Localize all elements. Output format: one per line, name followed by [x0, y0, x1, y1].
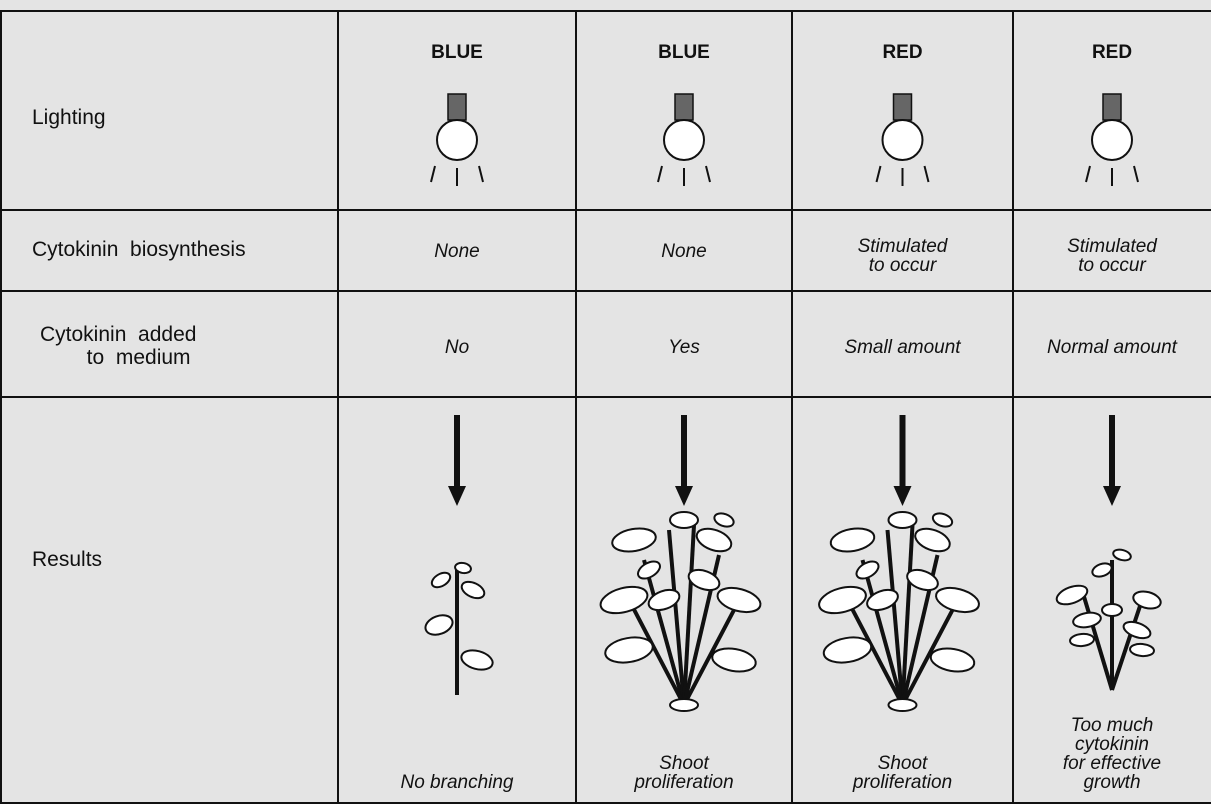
row-label: Cytokinin biosynthesis [32, 238, 246, 261]
row-label: Cytokinin added to medium [40, 323, 197, 369]
bulb-base [447, 93, 467, 121]
result-caption: No branching [400, 772, 514, 793]
medium-cell: No [444, 337, 470, 358]
light-color: RED [1091, 42, 1133, 63]
arrow-head [1103, 486, 1121, 506]
light-ray [430, 165, 436, 183]
result-caption: Too much cytokinin for effective growth [1062, 715, 1162, 793]
biosynthesis-cell: None [434, 241, 480, 262]
light-ray [1133, 165, 1139, 183]
light-ray [1085, 165, 1091, 183]
bulb [1091, 119, 1133, 161]
bulb-base [892, 93, 913, 121]
result-caption: Shoot proliferation [852, 753, 953, 793]
light-ray [705, 165, 711, 183]
arrow-head [893, 486, 912, 506]
bulb-base [674, 93, 694, 121]
biosynthesis-cell: Stimulated to occur [857, 236, 948, 276]
biosynthesis-cell: Stimulated to occur [1067, 236, 1157, 276]
medium-cell: Small amount [844, 337, 961, 358]
medium-cell: Yes [668, 337, 700, 358]
medium-cell: Normal amount [1047, 337, 1177, 358]
bulb-base [1102, 93, 1122, 121]
arrow-head [448, 486, 466, 506]
row-label: Lighting [32, 106, 106, 129]
light-ray [478, 165, 484, 183]
arrow-head [675, 486, 693, 506]
light-ray [923, 165, 930, 183]
bulb [881, 119, 924, 161]
light-ray [657, 165, 663, 183]
plant [1055, 548, 1162, 691]
biosynthesis-cell: None [661, 241, 707, 262]
light-color: RED [882, 42, 923, 63]
bulb [436, 119, 478, 161]
plant [424, 561, 494, 695]
row-label: Results [32, 548, 103, 571]
light-ray [875, 165, 882, 183]
plant [818, 511, 980, 712]
bulb [663, 119, 705, 161]
light-color: BLUE [431, 42, 483, 63]
light-color: BLUE [658, 42, 710, 63]
plant [599, 511, 762, 712]
result-caption: Shoot proliferation [634, 753, 734, 793]
